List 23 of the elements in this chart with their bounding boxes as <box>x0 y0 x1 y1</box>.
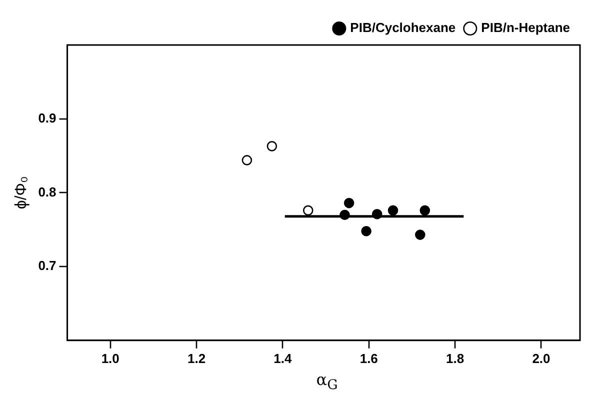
point <box>266 141 278 152</box>
point <box>420 205 430 216</box>
point <box>372 208 382 220</box>
x-axis-title: α$_{G}$ <box>315 370 339 394</box>
point <box>344 198 354 208</box>
x-tick-label: 1.0 <box>101 350 120 366</box>
x-tick-label: 1.6 <box>360 350 378 366</box>
point <box>302 205 314 216</box>
legend-label: PIB/Cyclohexane <box>350 20 456 36</box>
y-tick-label: 0.7 <box>38 258 56 274</box>
point <box>361 226 372 236</box>
point <box>340 210 350 220</box>
y-tick-label: 0.9 <box>38 110 56 126</box>
point <box>388 205 398 216</box>
x-tick-label: 2.0 <box>532 350 550 366</box>
x-tick-label: 1.2 <box>187 350 206 366</box>
x-tick-label: 1.4 <box>274 350 293 366</box>
y-tick-label: 0.8 <box>38 184 56 200</box>
point <box>242 155 252 166</box>
point <box>415 230 426 240</box>
x-tick-label: 1.8 <box>446 350 464 366</box>
legend-label: PIB/n-Heptane <box>481 20 570 36</box>
y-axis-title: ϕ/Φ₀ <box>13 176 30 210</box>
